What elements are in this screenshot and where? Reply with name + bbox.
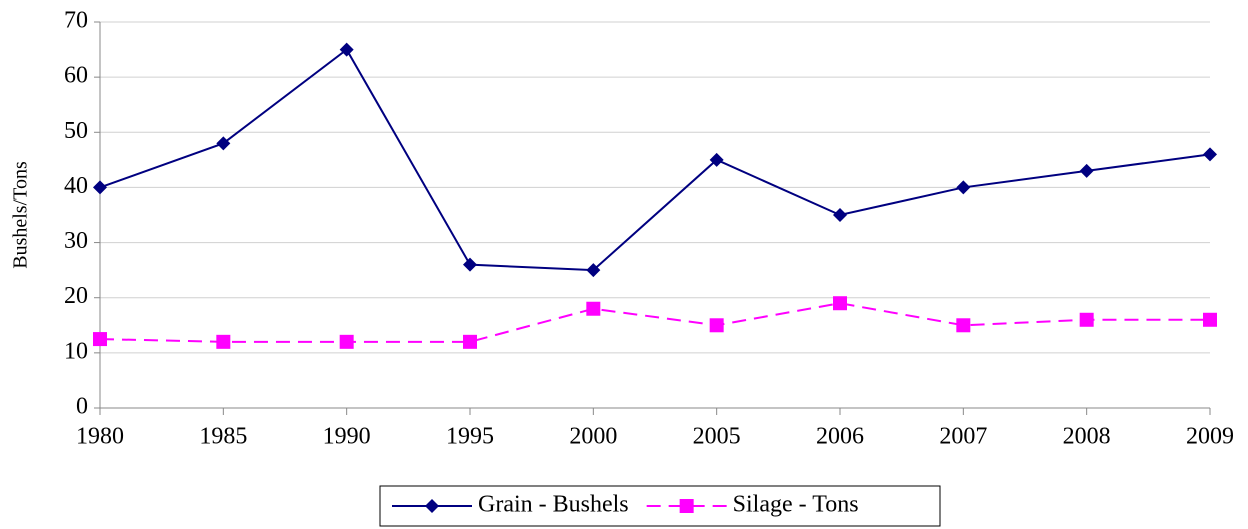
x-tick-label: 2009 (1186, 424, 1234, 450)
marker (956, 318, 971, 333)
marker (93, 180, 107, 195)
x-tick-label: 1980 (76, 424, 124, 450)
x-tick-label: 2008 (1063, 424, 1111, 450)
x-tick-label: 2000 (569, 424, 617, 450)
x-tick-label: 2007 (939, 424, 987, 450)
series-line (99, 48, 1211, 272)
marker (339, 334, 354, 349)
y-tick-label: 70 (64, 8, 88, 34)
marker (1079, 163, 1094, 178)
marker (216, 136, 231, 151)
y-tick-label: 30 (64, 228, 88, 254)
marker (1079, 312, 1094, 327)
marker (1203, 312, 1217, 327)
marker (833, 296, 847, 311)
y-tick-label: 40 (64, 173, 88, 199)
marker (1203, 147, 1217, 162)
y-tick-label: 20 (64, 283, 88, 309)
x-tick-label: 1995 (446, 424, 494, 450)
y-tick-label: 60 (64, 63, 88, 89)
x-tick-label: 2005 (693, 424, 741, 450)
marker (679, 499, 694, 513)
marker (463, 334, 477, 349)
series-line (99, 302, 1210, 343)
marker (956, 180, 971, 195)
y-axis-label: Bushels/Tons (10, 161, 32, 269)
marker (463, 257, 477, 272)
x-tick-label: 2006 (816, 424, 864, 450)
marker (586, 263, 601, 278)
y-tick-label: 50 (64, 118, 88, 144)
marker (833, 208, 847, 222)
x-tick-label: 1990 (323, 424, 371, 450)
marker (709, 318, 724, 333)
marker (586, 301, 601, 316)
marker (216, 334, 231, 349)
marker (425, 499, 439, 513)
x-tick-label: 1985 (199, 424, 247, 450)
marker (93, 332, 107, 347)
marker (709, 152, 724, 167)
y-tick-label: 10 (64, 338, 88, 364)
y-tick-label: 0 (76, 394, 88, 420)
legend-label: Grain - Bushels (478, 492, 629, 518)
marker (339, 42, 354, 57)
legend-label: Silage - Tons (733, 492, 859, 518)
